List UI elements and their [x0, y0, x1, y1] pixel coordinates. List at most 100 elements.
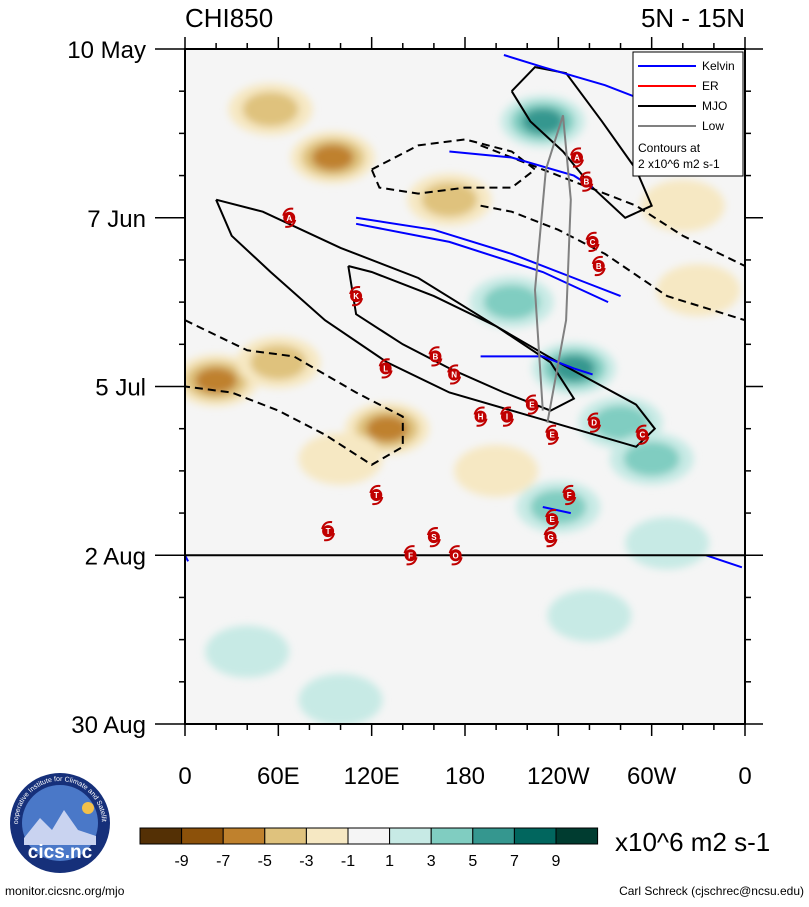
colorbar-tick-label: 5 [468, 853, 477, 870]
storm-marker-swirl [594, 267, 606, 277]
logo-ring-text: Cooperative Institute for Climate and Sa… [0, 0, 107, 824]
storm-marker-dot [501, 410, 513, 423]
anomaly-blob [454, 444, 539, 497]
storm-marker-label: T [326, 527, 331, 536]
anomaly-blob [625, 517, 710, 570]
storm-marker-dot [636, 428, 649, 441]
storm-marker-swirl [403, 545, 415, 554]
storm-marker-label: C [639, 431, 645, 440]
storm-marker-swirl [635, 424, 647, 434]
storm-marker-dot [546, 428, 559, 441]
anomaly-blob [195, 367, 238, 394]
x-tick-label: 0 [178, 763, 191, 790]
storm-marker: T [369, 484, 384, 506]
legend-label: Kelvin [702, 59, 735, 73]
storm-marker-label: T [374, 491, 379, 500]
storm-marker-swirl [351, 297, 364, 307]
svg-text:Cooperative Institute for Clim: Cooperative Institute for Climate and Sa… [0, 0, 107, 824]
colorbar-box [222, 827, 266, 845]
storm-marker-swirl [570, 147, 582, 156]
x-tick-label: 120E [344, 763, 400, 790]
mjo-contour [185, 319, 404, 466]
storm-marker-label: L [383, 364, 388, 373]
storm-marker-swirl [323, 532, 336, 542]
storm-marker-label: S [431, 533, 437, 542]
x-axis-labels: 0 60E 120E 180 120W 60W 0 [178, 763, 751, 790]
storm-marker-label: D [591, 419, 597, 428]
kelvin-contour [355, 222, 609, 304]
anomaly-blob [298, 673, 383, 724]
colorbar-box [305, 827, 349, 845]
footer-author: Carl Schreck (cjschrec@ncsu.edu) [619, 884, 804, 898]
mjo-contour [347, 265, 576, 412]
legend-note-line-2: 2 x10^6 m2 s-1 [638, 157, 720, 171]
y-tick-label: 10 May [67, 37, 146, 64]
storm-marker-label: B [596, 262, 602, 271]
anomaly-blob [530, 489, 587, 525]
contour-layer [185, 54, 745, 569]
storm-marker-dot [571, 151, 583, 164]
storm-marker-dot [588, 416, 601, 429]
anomaly-blob [521, 108, 564, 135]
mjo-contour [215, 198, 657, 448]
colorbar-box [139, 827, 183, 845]
storm-marker-swirl [349, 285, 361, 295]
storm-marker-swirl [638, 436, 650, 445]
anomaly-blob [311, 144, 354, 171]
storm-marker-dot [586, 235, 599, 248]
colorbar: -9 -7 -5 -3 -1 1 3 5 7 9 x10^6 m2 s-1 [139, 827, 770, 870]
storm-marker: E [545, 508, 560, 530]
x-tick-label: 60E [257, 763, 300, 790]
colorbar-box [181, 827, 224, 845]
legend-label: MJO [702, 99, 727, 113]
colorbar-box [513, 827, 557, 845]
storm-marker: F [403, 545, 418, 566]
colorbar-box [472, 827, 515, 845]
storm-marker-dot [449, 549, 462, 562]
storm-marker-swirl [585, 231, 597, 241]
storm-marker-swirl [447, 364, 459, 373]
storm-marker-dot [580, 175, 593, 188]
storm-marker-swirl [448, 545, 460, 554]
storm-marker-dot [427, 531, 440, 544]
chart-subtitle: 5N - 15N [641, 3, 745, 33]
storm-marker-label: E [549, 515, 555, 524]
colorbar-box [264, 827, 307, 845]
storm-marker-dot [546, 513, 559, 526]
storm-marker-swirl [285, 219, 297, 228]
storm-marker-dot [350, 290, 363, 303]
legend-label: Low [702, 119, 724, 133]
storm-marker-swirl [591, 255, 603, 265]
colorbar-tick-label: 1 [385, 853, 394, 870]
storm-marker-swirl [543, 527, 555, 536]
storm-marker-swirl [562, 484, 574, 494]
storm-marker-label: N [451, 370, 457, 379]
footer-website: monitor.cicsnc.org/mjo [5, 884, 125, 898]
storm-marker-swirl [369, 484, 381, 494]
storm-marker: A [282, 207, 297, 228]
storm-marker-dot [404, 549, 417, 562]
storm-marker-swirl [524, 394, 537, 403]
storm-marker-dot [592, 259, 605, 272]
anomaly-blob [547, 589, 632, 642]
storm-marker: D [587, 412, 602, 433]
storm-marker: B [591, 255, 606, 277]
storm-marker-swirl [428, 346, 440, 355]
colorbar-tick-label: -3 [299, 853, 313, 870]
anomaly-blob [421, 182, 478, 217]
storm-marker: H [473, 406, 488, 427]
storm-marker-swirl [589, 424, 602, 433]
storm-marker: G [543, 527, 558, 548]
storm-marker-swirl [426, 527, 439, 536]
anomaly-blob [250, 345, 307, 380]
storm-marker: N [447, 364, 462, 385]
storm-marker-swirl [545, 508, 557, 518]
colorbar-tick-label: -9 [174, 853, 188, 870]
storm-marker-label: E [529, 401, 535, 410]
storm-marker-swirl [381, 370, 393, 379]
anomaly-field [185, 83, 741, 724]
storm-marker-label: I [506, 413, 508, 422]
storm-marker-swirl [321, 521, 333, 530]
storm-marker: E [524, 394, 539, 415]
